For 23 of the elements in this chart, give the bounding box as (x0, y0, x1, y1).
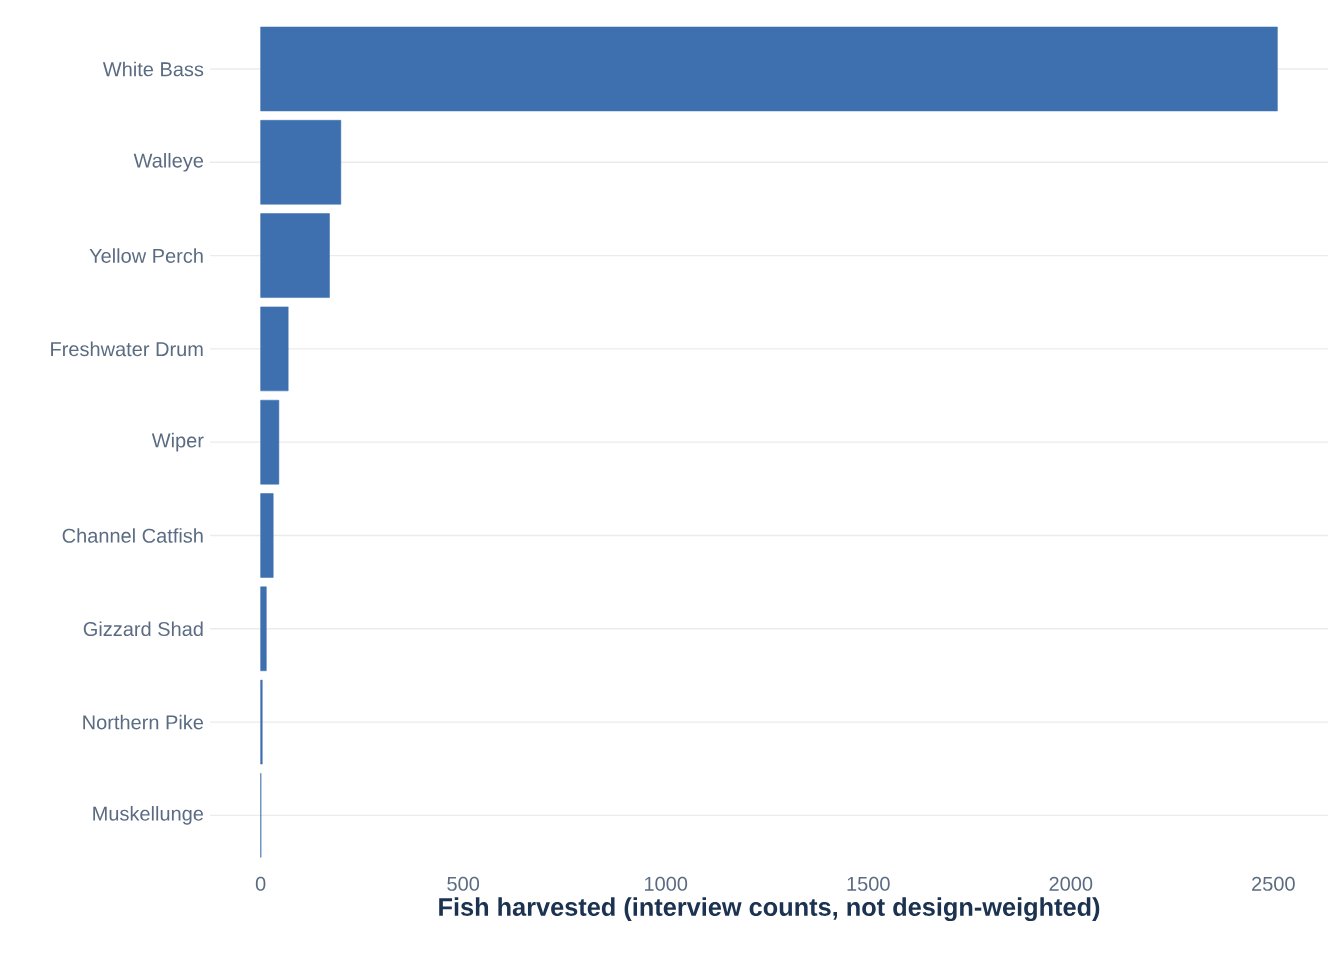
x-tick-label: 0 (255, 876, 266, 891)
bar (260, 399, 280, 485)
x-tick-label: 2500 (1252, 876, 1295, 891)
y-tick-label: Freshwater Drum (51, 341, 203, 357)
x-axis-title: Fish harvested (interview counts, not design-weighted) (439, 897, 1100, 922)
bar (260, 586, 267, 672)
y-tick-label: Walleye (133, 152, 204, 172)
x-tick-label: 1500 (847, 876, 890, 891)
bar (260, 120, 342, 205)
y-tick-label: Channel Catfish (62, 528, 203, 543)
y-tick-label: Wiper (151, 432, 204, 452)
y-tick-label: Gizzard Shad (83, 621, 203, 637)
bar (260, 213, 330, 298)
y-tick-label: White Bass (102, 61, 204, 77)
x-tick-label: 1000 (645, 876, 688, 891)
bar (260, 493, 274, 578)
bar (260, 306, 289, 392)
bar (260, 26, 1278, 112)
x-tick-label: 2000 (1049, 876, 1093, 891)
x-tick-label: 500 (447, 876, 480, 891)
y-tick-label: Yellow Perch (89, 248, 203, 263)
y-tick-label: Northern Pike (83, 714, 204, 730)
y-tick-label: Muskellunge (93, 806, 204, 825)
